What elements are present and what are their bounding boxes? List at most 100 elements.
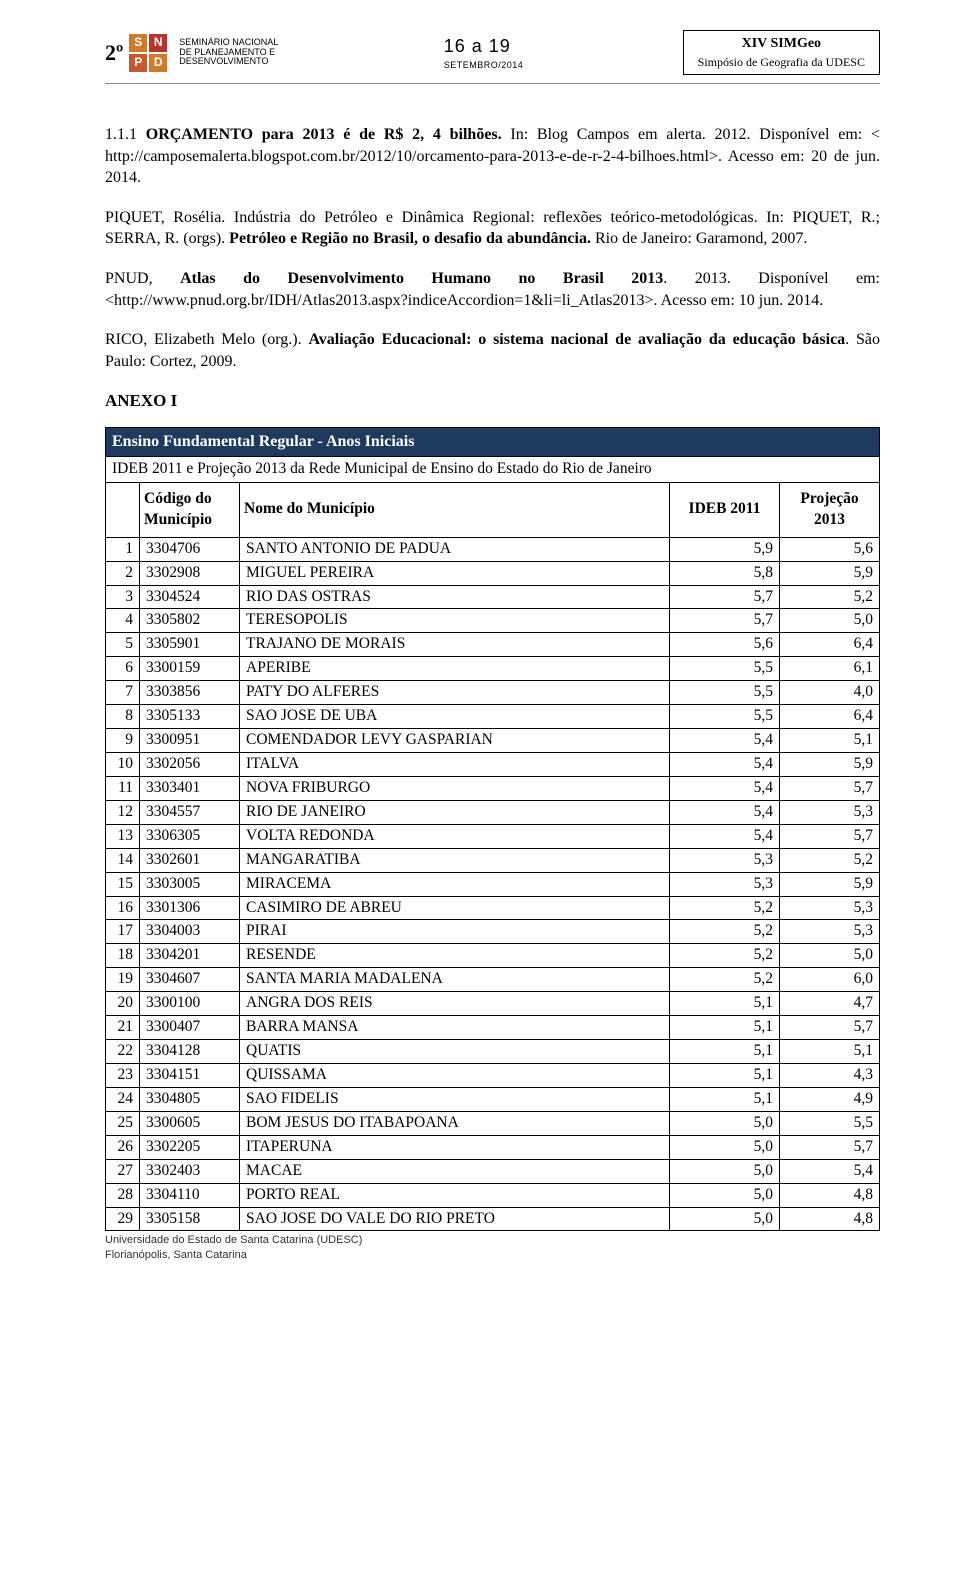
- cell-ideb: 5,4: [670, 729, 780, 753]
- cell-name: RIO DE JANEIRO: [240, 800, 670, 824]
- cell-index: 12: [106, 800, 140, 824]
- cell-index: 16: [106, 896, 140, 920]
- cell-code: 3302056: [140, 753, 240, 777]
- references-block: 1.1.1 ORÇAMENTO para 2013 é de R$ 2, 4 b…: [105, 124, 880, 413]
- cell-code: 3302908: [140, 561, 240, 585]
- ref-2: PIQUET, Rosélia. Indústria do Petróleo e…: [105, 207, 880, 250]
- snpd-logo-grid: SNPD: [129, 34, 167, 72]
- cell-proj: 5,1: [780, 729, 880, 753]
- table-banner-row: Ensino Fundamental Regular - Anos Inicia…: [106, 428, 880, 457]
- cell-code: 3304128: [140, 1040, 240, 1064]
- cell-name: SAO JOSE DE UBA: [240, 705, 670, 729]
- simgeo-subtitle: Simpósio de Geografia da UDESC: [698, 54, 865, 70]
- header-left: 2º SNPD SEMINÁRIO NACIONAL DE PLANEJAMEN…: [105, 34, 284, 72]
- cell-name: BOM JESUS DO ITABAPOANA: [240, 1111, 670, 1135]
- cell-proj: 4,9: [780, 1087, 880, 1111]
- cell-name: MANGARATIBA: [240, 848, 670, 872]
- ref-3-a: PNUD,: [105, 270, 180, 287]
- cell-ideb: 5,7: [670, 609, 780, 633]
- cell-proj: 6,0: [780, 968, 880, 992]
- anexo-heading: ANEXO I: [105, 390, 880, 413]
- cell-code: 3305901: [140, 633, 240, 657]
- cell-index: 9: [106, 729, 140, 753]
- cell-index: 13: [106, 824, 140, 848]
- table-subtitle: IDEB 2011 e Projeção 2013 da Rede Munici…: [106, 456, 880, 482]
- table-row: 253300605BOM JESUS DO ITABAPOANA5,05,5: [106, 1111, 880, 1135]
- cell-name: SANTA MARIA MADALENA: [240, 968, 670, 992]
- cell-ideb: 5,6: [670, 633, 780, 657]
- cell-index: 14: [106, 848, 140, 872]
- cell-code: 3304003: [140, 920, 240, 944]
- cell-code: 3305133: [140, 705, 240, 729]
- cell-proj: 5,0: [780, 609, 880, 633]
- table-head-row: Código do Município Nome do Município ID…: [106, 482, 880, 537]
- table-row: 113303401NOVA FRIBURGO5,45,7: [106, 776, 880, 800]
- table-row: 73303856PATY DO ALFERES5,54,0: [106, 681, 880, 705]
- ref-1-prefix: 1.1.1: [105, 126, 146, 143]
- cell-name: TRAJANO DE MORAIS: [240, 633, 670, 657]
- cell-ideb: 5,2: [670, 896, 780, 920]
- cell-index: 24: [106, 1087, 140, 1111]
- table-row: 53305901TRAJANO DE MORAIS5,66,4: [106, 633, 880, 657]
- cell-code: 3303856: [140, 681, 240, 705]
- cell-code: 3304607: [140, 968, 240, 992]
- header-box: XIV SIMGeo Simpósio de Geografia da UDES…: [683, 30, 880, 75]
- cell-proj: 5,7: [780, 824, 880, 848]
- table-row: 223304128QUATIS5,15,1: [106, 1040, 880, 1064]
- cell-code: 3305158: [140, 1207, 240, 1231]
- page-footer: Universidade do Estado de Santa Catarina…: [105, 1233, 880, 1262]
- cell-name: QUATIS: [240, 1040, 670, 1064]
- cell-name: ANGRA DOS REIS: [240, 992, 670, 1016]
- cell-name: MACAE: [240, 1159, 670, 1183]
- cell-ideb: 5,3: [670, 872, 780, 896]
- cell-proj: 5,3: [780, 800, 880, 824]
- snpd-letter: D: [149, 54, 167, 72]
- cell-code: 3303401: [140, 776, 240, 800]
- cell-ideb: 5,5: [670, 705, 780, 729]
- cell-code: 3305802: [140, 609, 240, 633]
- cell-ideb: 5,3: [670, 848, 780, 872]
- cell-code: 3304151: [140, 1064, 240, 1088]
- cell-proj: 5,6: [780, 537, 880, 561]
- cell-index: 4: [106, 609, 140, 633]
- cell-name: COMENDADOR LEVY GASPARIAN: [240, 729, 670, 753]
- cell-name: BARRA MANSA: [240, 1016, 670, 1040]
- ref-3: PNUD, Atlas do Desenvolvimento Humano no…: [105, 268, 880, 311]
- cell-index: 20: [106, 992, 140, 1016]
- cell-proj: 6,4: [780, 705, 880, 729]
- cell-index: 22: [106, 1040, 140, 1064]
- cell-ideb: 5,5: [670, 681, 780, 705]
- cell-index: 28: [106, 1183, 140, 1207]
- cell-index: 29: [106, 1207, 140, 1231]
- table-row: 203300100ANGRA DOS REIS5,14,7: [106, 992, 880, 1016]
- ref-2-c: Rio de Janeiro: Garamond, 2007.: [591, 230, 807, 247]
- col-head-proj: Projeção 2013: [780, 482, 880, 537]
- cell-code: 3300951: [140, 729, 240, 753]
- cell-index: 26: [106, 1135, 140, 1159]
- table-row: 83305133SAO JOSE DE UBA5,56,4: [106, 705, 880, 729]
- cell-name: PIRAI: [240, 920, 670, 944]
- cell-code: 3304557: [140, 800, 240, 824]
- cell-proj: 5,7: [780, 1016, 880, 1040]
- cell-index: 3: [106, 585, 140, 609]
- cell-ideb: 5,0: [670, 1135, 780, 1159]
- cell-ideb: 5,4: [670, 776, 780, 800]
- cell-index: 17: [106, 920, 140, 944]
- cell-code: 3301306: [140, 896, 240, 920]
- cell-proj: 5,9: [780, 753, 880, 777]
- table-subtitle-row: IDEB 2011 e Projeção 2013 da Rede Munici…: [106, 456, 880, 482]
- table-row: 153303005MIRACEMA5,35,9: [106, 872, 880, 896]
- cell-code: 3300605: [140, 1111, 240, 1135]
- cell-name: RESENDE: [240, 944, 670, 968]
- event-full-name: SEMINÁRIO NACIONAL DE PLANEJAMENTO E DES…: [179, 38, 284, 68]
- event-logo: 2º SNPD: [105, 34, 167, 72]
- cell-code: 3304524: [140, 585, 240, 609]
- cell-index: 1: [106, 537, 140, 561]
- cell-code: 3306305: [140, 824, 240, 848]
- footer-line2: Florianópolis, Santa Catarina: [105, 1248, 880, 1262]
- cell-name: MIRACEMA: [240, 872, 670, 896]
- table-row: 123304557RIO DE JANEIRO5,45,3: [106, 800, 880, 824]
- cell-index: 10: [106, 753, 140, 777]
- snpd-letter: N: [149, 34, 167, 52]
- cell-name: MIGUEL PEREIRA: [240, 561, 670, 585]
